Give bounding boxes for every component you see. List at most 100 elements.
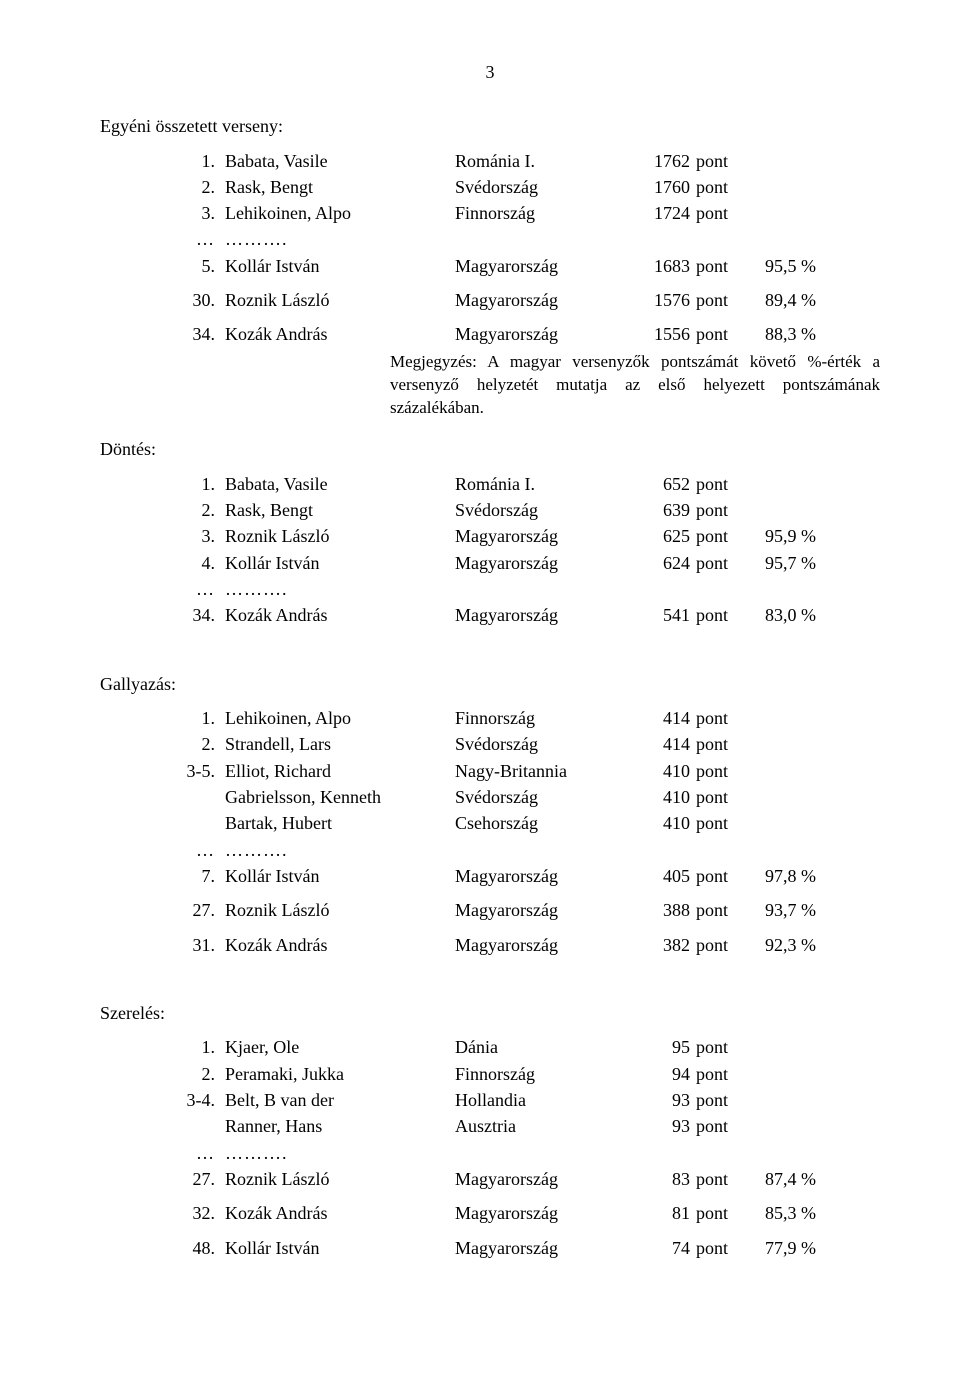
unit: pont: [690, 898, 746, 922]
country: Dánia: [455, 1035, 635, 1059]
unit: pont: [690, 933, 746, 957]
rank: 2.: [170, 1062, 225, 1086]
table-row: 1.Kjaer, OleDánia95pont: [170, 1035, 880, 1059]
score: 95: [635, 1035, 690, 1059]
table-row: Ranner, HansAusztria93pont: [170, 1114, 880, 1138]
unit: pont: [690, 1035, 746, 1059]
score: 1760: [635, 175, 690, 199]
table-row: 27.Roznik LászlóMagyarország388pont93,7 …: [170, 898, 880, 922]
competitor-name: Rask, Bengt: [225, 498, 455, 522]
competitor-name: Kozák András: [225, 603, 455, 627]
score: 410: [635, 759, 690, 783]
country: Ausztria: [455, 1114, 635, 1138]
country: Svédország: [455, 498, 635, 522]
unit: pont: [690, 1062, 746, 1086]
score: 1724: [635, 201, 690, 225]
rank: 3.: [170, 524, 225, 548]
rank: 30.: [170, 288, 225, 312]
competitor-name: Roznik László: [225, 1167, 455, 1191]
unit: pont: [690, 785, 746, 809]
competitor-name: Babata, Vasile: [225, 149, 455, 173]
country: Magyarország: [455, 898, 635, 922]
score: 1556: [635, 322, 690, 346]
competitor-name: Kollár István: [225, 864, 455, 888]
country: Magyarország: [455, 322, 635, 346]
country: Magyarország: [455, 1167, 635, 1191]
rank: 4.: [170, 551, 225, 575]
table-row: 5.Kollár IstvánMagyarország1683pont95,5 …: [170, 254, 880, 278]
competitor-name: Kollár István: [225, 1236, 455, 1260]
unit: pont: [690, 732, 746, 756]
rank: 34.: [170, 603, 225, 627]
country: Nagy-Britannia: [455, 759, 635, 783]
unit: pont: [690, 706, 746, 730]
section-title-szereles: Szerelés:: [100, 1001, 880, 1025]
competitor-name: Roznik László: [225, 898, 455, 922]
score: 1683: [635, 254, 690, 278]
unit: pont: [690, 175, 746, 199]
table-row: 34.Kozák AndrásMagyarország1556pont88,3 …: [170, 322, 880, 346]
country: Magyarország: [455, 603, 635, 627]
rank: 34.: [170, 322, 225, 346]
unit: pont: [690, 1088, 746, 1112]
unit: pont: [690, 551, 746, 575]
table-row: 1.Lehikoinen, AlpoFinnország414pont: [170, 706, 880, 730]
country: Magyarország: [455, 288, 635, 312]
table-row: Gabrielsson, KennethSvédország410pont: [170, 785, 880, 809]
unit: pont: [690, 498, 746, 522]
country: Svédország: [455, 732, 635, 756]
ellipsis-row: ………….: [170, 1141, 880, 1165]
score: 93: [635, 1114, 690, 1138]
table-row: 3-5.Elliot, RichardNagy-Britannia410pont: [170, 759, 880, 783]
score: 93: [635, 1088, 690, 1112]
competitor-name: Gabrielsson, Kenneth: [225, 785, 455, 809]
country: Finnország: [455, 706, 635, 730]
percent: 77,9 %: [746, 1236, 816, 1260]
table-row: 3.Roznik LászlóMagyarország625pont95,9 %: [170, 524, 880, 548]
competitor-name: Roznik László: [225, 524, 455, 548]
section-gallyazas-rows: 1.Lehikoinen, AlpoFinnország414pont 2.St…: [170, 706, 880, 957]
table-row: 7.Kollár IstvánMagyarország405pont97,8 %: [170, 864, 880, 888]
table-row: 30.Roznik LászlóMagyarország1576pont89,4…: [170, 288, 880, 312]
unit: pont: [690, 1201, 746, 1225]
unit: pont: [690, 322, 746, 346]
country: Finnország: [455, 201, 635, 225]
table-row: 3.Lehikoinen, AlpoFinnország1724pont: [170, 201, 880, 225]
rank: 2.: [170, 498, 225, 522]
unit: pont: [690, 149, 746, 173]
ellipsis-row: ………….: [170, 577, 880, 601]
ellipsis-row: ………….: [170, 227, 880, 251]
table-row: 34.Kozák AndrásMagyarország541pont83,0 %: [170, 603, 880, 627]
country: Svédország: [455, 785, 635, 809]
country: Románia I.: [455, 472, 635, 496]
country: Magyarország: [455, 254, 635, 278]
percent: 83,0 %: [746, 603, 816, 627]
score: 81: [635, 1201, 690, 1225]
rank: 32.: [170, 1201, 225, 1225]
score: 410: [635, 785, 690, 809]
score: 1762: [635, 149, 690, 173]
competitor-name: Kjaer, Ole: [225, 1035, 455, 1059]
rank: 48.: [170, 1236, 225, 1260]
table-row: 48.Kollár IstvánMagyarország74pont77,9 %: [170, 1236, 880, 1260]
competitor-name: Lehikoinen, Alpo: [225, 706, 455, 730]
section-szereles-rows: 1.Kjaer, OleDánia95pont 2.Peramaki, Jukk…: [170, 1035, 880, 1259]
country: Magyarország: [455, 933, 635, 957]
rank: 1.: [170, 472, 225, 496]
table-row: 1.Babata, VasileRománia I.652pont: [170, 472, 880, 496]
score: 405: [635, 864, 690, 888]
score: 410: [635, 811, 690, 835]
unit: pont: [690, 524, 746, 548]
country: Magyarország: [455, 524, 635, 548]
ellipsis-dots: ……….: [225, 1141, 288, 1165]
unit: pont: [690, 864, 746, 888]
country: Hollandia: [455, 1088, 635, 1112]
competitor-name: Peramaki, Jukka: [225, 1062, 455, 1086]
table-row: Bartak, HubertCsehország410pont: [170, 811, 880, 835]
table-row: 4.Kollár IstvánMagyarország624pont95,7 %: [170, 551, 880, 575]
score: 541: [635, 603, 690, 627]
competitor-name: Kollár István: [225, 551, 455, 575]
unit: pont: [690, 201, 746, 225]
country: Magyarország: [455, 1201, 635, 1225]
table-row: 27.Roznik LászlóMagyarország83pont87,4 %: [170, 1167, 880, 1191]
